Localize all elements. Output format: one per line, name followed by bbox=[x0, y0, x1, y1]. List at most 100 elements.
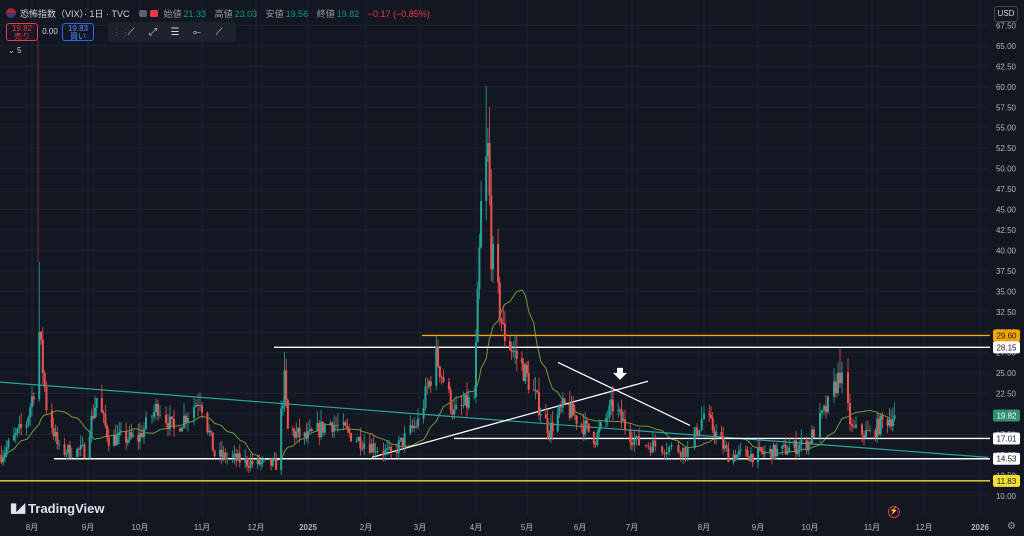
gear-icon[interactable]: ⚙ bbox=[1007, 521, 1016, 532]
candle-body bbox=[29, 407, 32, 418]
candle-body bbox=[788, 447, 791, 453]
candle-body bbox=[522, 363, 525, 382]
candle-body bbox=[592, 431, 595, 444]
candle-body bbox=[881, 415, 884, 420]
candle-body bbox=[835, 381, 837, 393]
candle-body bbox=[442, 376, 445, 382]
candle-body bbox=[153, 411, 155, 417]
candle-body bbox=[556, 414, 559, 432]
candle-body bbox=[90, 415, 93, 437]
candle-body bbox=[323, 424, 326, 433]
candle-body bbox=[386, 448, 389, 450]
candle-body bbox=[285, 370, 288, 401]
candle-body bbox=[298, 427, 301, 438]
candle-body bbox=[760, 447, 763, 452]
candle-body bbox=[635, 435, 638, 440]
candle-body bbox=[116, 435, 119, 446]
candle-body bbox=[668, 446, 671, 453]
candle-body bbox=[536, 390, 539, 393]
candle-body bbox=[696, 427, 699, 436]
candle-body bbox=[520, 358, 523, 364]
candle-body bbox=[183, 415, 185, 428]
candle-body bbox=[693, 427, 696, 449]
candle-body bbox=[617, 410, 620, 412]
candle-body bbox=[429, 381, 432, 386]
tradingview-logo: ▮◢ TradingView bbox=[10, 500, 105, 516]
candle-body bbox=[397, 440, 400, 454]
horizontal-ray-icon[interactable]: ⟜ bbox=[193, 26, 201, 38]
candle-body bbox=[346, 426, 349, 429]
y-tick-label: 35.00 bbox=[996, 287, 1017, 296]
candle-body bbox=[649, 446, 652, 453]
candle-body bbox=[70, 457, 73, 459]
candle-body bbox=[199, 405, 201, 406]
candle-body bbox=[514, 350, 517, 352]
candle-body bbox=[582, 425, 585, 435]
candle-body bbox=[363, 443, 366, 449]
candle-body bbox=[220, 449, 223, 458]
candle-body bbox=[839, 372, 841, 384]
candle-body bbox=[548, 433, 551, 438]
y-tick-label: 52.50 bbox=[996, 144, 1017, 153]
candle-body bbox=[476, 288, 479, 343]
candle-body bbox=[336, 424, 339, 426]
candle-body bbox=[551, 422, 554, 432]
candle-body bbox=[401, 437, 404, 446]
candle-body bbox=[169, 416, 171, 430]
candle-body bbox=[587, 423, 590, 432]
candle-body bbox=[805, 439, 808, 451]
candle-body bbox=[246, 458, 248, 466]
candle-body bbox=[776, 448, 779, 457]
visibility-icon[interactable] bbox=[138, 9, 147, 17]
candle-body bbox=[618, 409, 621, 411]
candle-body bbox=[502, 322, 505, 324]
ray-icon[interactable]: ⤢ bbox=[149, 26, 157, 38]
candle-body bbox=[500, 318, 503, 323]
lightning-icon[interactable]: ⚡ bbox=[888, 506, 900, 518]
candle-body bbox=[376, 451, 379, 453]
price-level-label: 28.15 bbox=[996, 343, 1017, 352]
candle-body bbox=[498, 282, 501, 319]
candle-body bbox=[415, 426, 418, 427]
candle-body bbox=[823, 405, 825, 411]
buy-button[interactable]: 19.83 買い bbox=[62, 23, 94, 41]
candle-body bbox=[206, 412, 209, 433]
alert-icon[interactable] bbox=[149, 9, 158, 17]
candle-body bbox=[413, 426, 416, 429]
extended-line-icon[interactable]: ⟋ bbox=[215, 26, 223, 38]
candle-body bbox=[757, 447, 759, 463]
trend-line-icon[interactable]: ⟋ bbox=[127, 26, 135, 38]
candle-body bbox=[114, 434, 117, 446]
candle-body bbox=[568, 402, 571, 418]
price-level-label: 29.60 bbox=[996, 331, 1017, 340]
candle-body bbox=[781, 445, 784, 449]
candle-body bbox=[318, 423, 321, 438]
candle-body bbox=[620, 409, 623, 422]
candle-body bbox=[485, 156, 488, 202]
candle-body bbox=[173, 419, 175, 429]
x-tick-label: 11月 bbox=[194, 523, 210, 532]
candle-body bbox=[151, 416, 153, 418]
candle-body bbox=[308, 429, 311, 432]
drag-handle-icon[interactable]: ⋮⋮ bbox=[112, 26, 130, 37]
candle-body bbox=[238, 453, 241, 463]
candle-body bbox=[734, 454, 737, 460]
candle-body bbox=[575, 415, 578, 425]
ohlc-values: 始値 21.33 高値 23.03 安値 19.56 終値 19.82 −0.17 (−… bbox=[163, 8, 430, 19]
candle-body bbox=[890, 420, 893, 427]
candle-body bbox=[713, 430, 716, 438]
candle-body bbox=[584, 420, 587, 435]
parallel-channel-icon[interactable]: ☰ bbox=[170, 26, 180, 38]
y-tick-label: 10.00 bbox=[996, 492, 1017, 501]
sell-button[interactable]: 19.82 売り bbox=[6, 23, 38, 41]
candle-body bbox=[224, 452, 227, 460]
currency-button[interactable]: USD bbox=[994, 6, 1018, 22]
symbol-title[interactable]: 恐怖指数（VIX）· 1日 · TVC bbox=[20, 8, 130, 19]
candle-body bbox=[113, 434, 115, 447]
candle-body bbox=[647, 445, 650, 447]
candle-body bbox=[544, 414, 547, 419]
candle-body bbox=[737, 450, 740, 455]
indicator-toggle[interactable]: ⌄ 5 bbox=[8, 46, 22, 55]
y-tick-label: 57.50 bbox=[996, 103, 1017, 112]
